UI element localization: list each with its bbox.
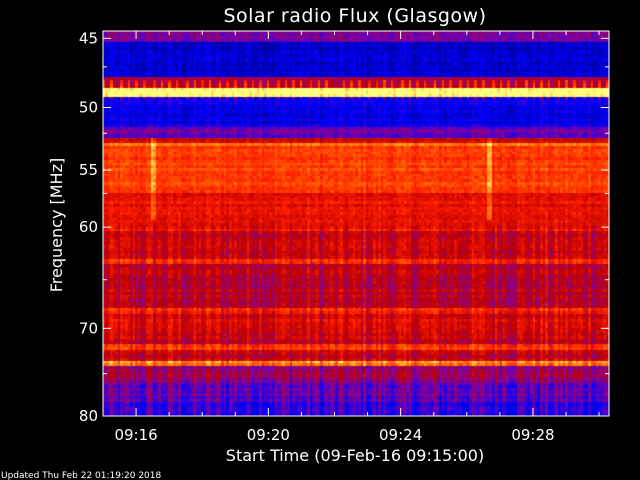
footer-updated: Updated Thu Feb 22 01:19:20 2018: [1, 471, 162, 480]
y-axis: 45 50 55 60 70 80: [79, 29, 609, 425]
x-tick-label: 09:16: [114, 426, 157, 444]
y-tick-label: 55: [79, 161, 98, 179]
y-tick-label: 50: [79, 98, 98, 116]
x-axis-label: Start Time (09-Feb-16 09:15:00): [226, 446, 484, 465]
y-tick-label: 70: [79, 319, 98, 337]
y-tick-label: 80: [79, 407, 98, 425]
y-tick-label: 60: [79, 218, 98, 236]
x-tick-label: 09:24: [379, 426, 422, 444]
x-tick-label: 09:20: [247, 426, 290, 444]
chart-title: Solar radio Flux (Glasgow): [223, 5, 486, 27]
x-axis: 09:16 09:20 09:24 09:28: [102, 31, 600, 444]
spectrogram-plot-area: [102, 30, 610, 417]
plot-frame: [102, 30, 610, 417]
y-axis-label: Frequency [MHz]: [47, 158, 66, 292]
y-tick-label: 45: [79, 29, 98, 47]
spectrogram-image: [103, 31, 609, 416]
x-tick-label: 09:28: [511, 426, 554, 444]
